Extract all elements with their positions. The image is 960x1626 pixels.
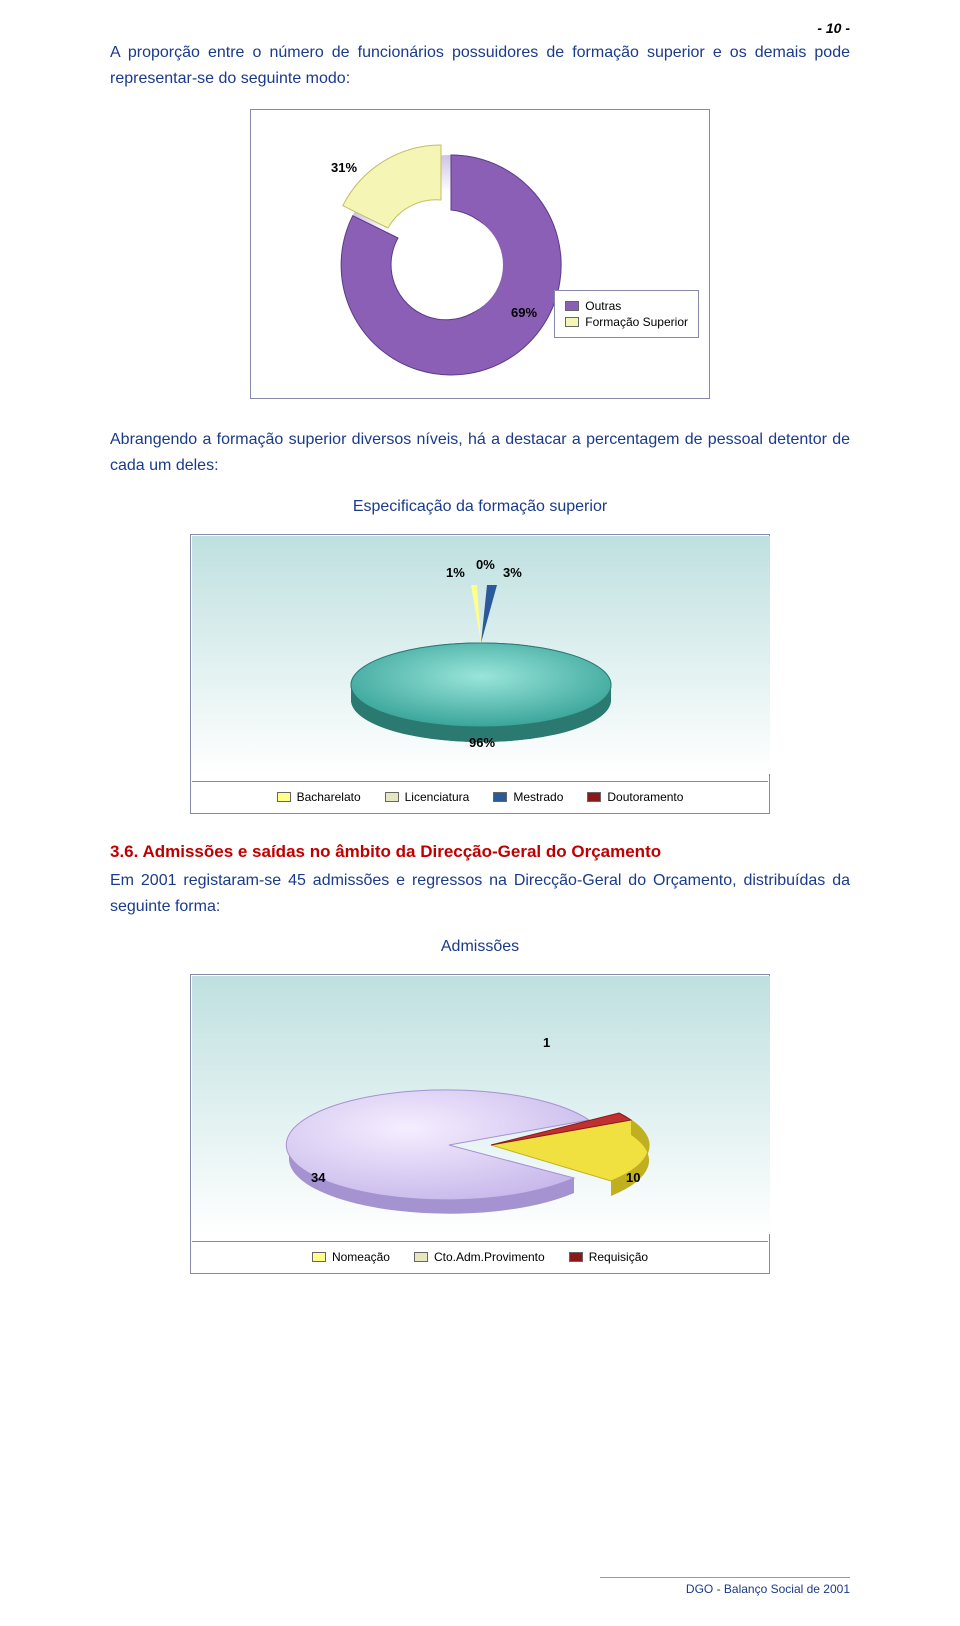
section-3-6-head: 3.6. Admissões e saídas no âmbito da Dir… (110, 842, 850, 862)
pct-69: 69% (511, 305, 537, 320)
pct-96: 96% (469, 735, 495, 750)
swatch-bach (277, 792, 291, 802)
val-34: 34 (311, 1170, 325, 1185)
paragraph-1: A proporção entre o número de funcionári… (110, 40, 850, 91)
legend-superior: Formação Superior (585, 315, 688, 329)
pct-1: 1% (446, 565, 465, 580)
admissions-title: Admissões (110, 938, 850, 956)
admissions-chart: 1 34 10 Nomeação Cto.Adm.Provimento Requ… (190, 974, 770, 1274)
swatch-nom (312, 1252, 326, 1262)
swatch-outras (565, 301, 579, 311)
val-10: 10 (626, 1170, 640, 1185)
legend-req: Requisição (589, 1250, 648, 1264)
paragraph-3: Em 2001 registaram-se 45 admissões e reg… (110, 868, 850, 919)
swatch-dout (587, 792, 601, 802)
swatch-superior (565, 317, 579, 327)
pct-3: 3% (503, 565, 522, 580)
legend-mest: Mestrado (513, 790, 563, 804)
footer: DGO - Balanço Social de 2001 (600, 1577, 850, 1596)
swatch-cto (414, 1252, 428, 1262)
legend-cto: Cto.Adm.Provimento (434, 1250, 545, 1264)
spec-chart: 1% 0% 3% 96% Bacharelato Licenciatura Me… (190, 534, 770, 814)
paragraph-2: Abrangendo a formação superior diversos … (110, 427, 850, 478)
spec-subheading: Especificação da formação superior (110, 498, 850, 516)
swatch-mest (493, 792, 507, 802)
swatch-req (569, 1252, 583, 1262)
swatch-lic (385, 792, 399, 802)
legend-outras: Outras (585, 299, 621, 313)
spec-legend: Bacharelato Licenciatura Mestrado Doutor… (192, 781, 768, 812)
pct-0: 0% (476, 557, 495, 572)
legend-bach: Bacharelato (297, 790, 361, 804)
pct-31: 31% (331, 160, 357, 175)
legend-lic: Licenciatura (405, 790, 470, 804)
formation-legend: Outras Formação Superior (554, 290, 699, 338)
admissions-legend: Nomeação Cto.Adm.Provimento Requisição (192, 1241, 768, 1272)
legend-nom: Nomeação (332, 1250, 390, 1264)
page-number: - 10 - (817, 20, 850, 36)
val-1: 1 (543, 1035, 550, 1050)
formation-chart: 31% 69% Outras Formação Superior (250, 109, 710, 399)
legend-dout: Doutoramento (607, 790, 683, 804)
